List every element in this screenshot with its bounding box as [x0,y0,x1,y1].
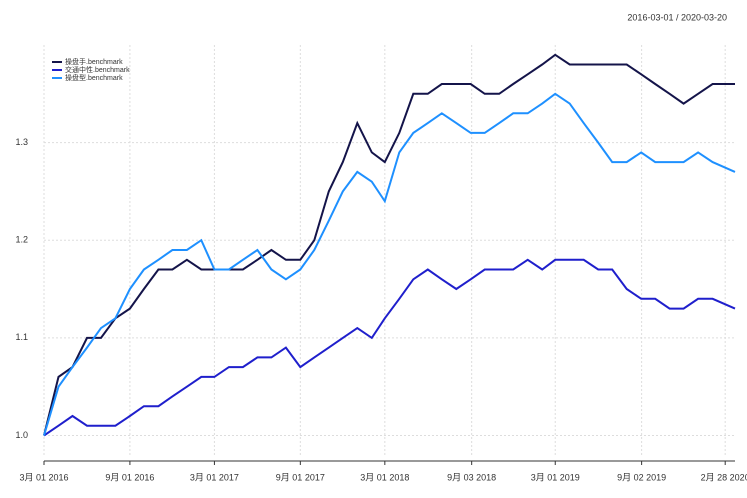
chart-subtitle: 2016-03-01 / 2020-03-20 [627,12,727,22]
x-tick-label: 9月 01 2016 [105,472,154,482]
x-tick-label: 9月 02 2019 [617,472,666,482]
y-tick-label: 1.1 [15,332,28,342]
x-tick-label: 3月 01 2019 [531,472,580,482]
x-tick-label: 9月 01 2017 [276,472,325,482]
y-tick-label: 1.0 [15,430,28,440]
x-tick-label: 9月 03 2018 [447,472,496,482]
x-tick-label: 3月 01 2018 [360,472,409,482]
legend-label: 操盘型.benchmark [65,73,123,82]
legend-label: 操盘手.benchmark [65,57,123,66]
legend-label: 交通中性.benchmark [65,65,130,74]
y-tick-label: 1.3 [15,137,28,147]
x-tick-label: 3月 01 2017 [190,472,239,482]
y-tick-label: 1.2 [15,235,28,245]
x-tick-label: 2月 28 2020 [701,472,747,482]
line-series [43,92,736,436]
x-tick-label: 3月 01 2016 [19,472,68,482]
line-series [43,258,736,437]
line-series [43,53,735,436]
